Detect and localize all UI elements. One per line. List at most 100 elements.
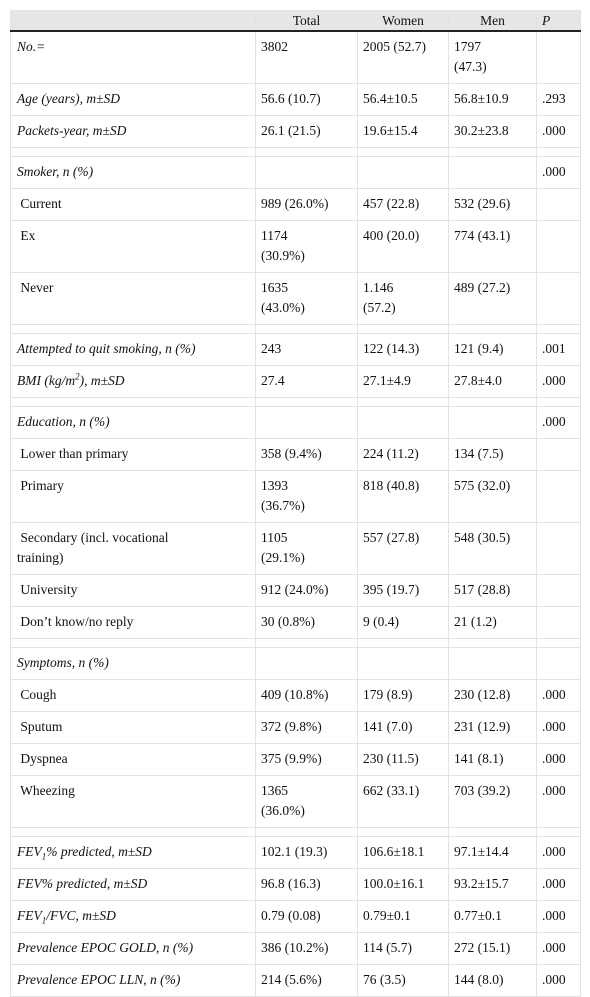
value-cell: 1365 (36.0%) <box>255 775 358 828</box>
value-cell: .000 <box>536 964 581 997</box>
label-text: University <box>17 582 78 597</box>
cell-text: (29.1%) <box>261 550 305 565</box>
value-cell <box>536 470 581 523</box>
spacer-cell <box>357 638 449 648</box>
cell-text: .000 <box>542 876 566 891</box>
value-cell: .000 <box>536 365 581 398</box>
cell-text: 1174 <box>261 228 288 243</box>
value-cell: 27.1±4.9 <box>357 365 449 398</box>
cell-text: (47.3) <box>454 59 487 74</box>
label-text: Smoker, n (%) <box>17 164 94 179</box>
value-cell: 27.8±4.0 <box>448 365 537 398</box>
cell-text: .001 <box>542 341 566 356</box>
value-cell: 1393 (36.7%) <box>255 470 358 523</box>
cell-text: 93.2±15.7 <box>454 876 509 891</box>
label-text: 2 <box>75 371 80 382</box>
row-label: Ex <box>10 220 256 273</box>
value-cell: 214 (5.6%) <box>255 964 358 997</box>
cell-text: 409 (10.8%) <box>261 687 329 702</box>
value-cell: 30 (0.8%) <box>255 606 358 639</box>
value-cell: .000 <box>536 836 581 869</box>
value-cell: .000 <box>536 775 581 828</box>
value-cell: 121 (9.4) <box>448 333 537 366</box>
row-label: Prevalence EPOC LLN, n (%) <box>10 964 256 997</box>
cell-text: 214 (5.6%) <box>261 972 322 987</box>
cell-text: 358 (9.4%) <box>261 446 322 461</box>
table-row: No.= 3802 2005 (52.7) 1797 (47.3) <box>10 30 581 84</box>
spacer-cell <box>536 324 581 334</box>
label-text: FEV <box>17 844 42 859</box>
value-cell: .001 <box>536 333 581 366</box>
cell-text: 548 (30.5) <box>454 530 511 545</box>
header-row: Total Women Men P <box>10 10 581 32</box>
cell-text: 243 <box>261 341 282 356</box>
table-row: FEV1% predicted, m±SD 102.1 (19.3) 106.6±1… <box>10 836 581 869</box>
cell-text: 272 (15.1) <box>454 940 511 955</box>
label-text: FEV <box>17 908 42 923</box>
cell-text: .000 <box>542 908 566 923</box>
row-label: Secondary (incl. vocational training) <box>10 522 256 575</box>
table-row: Symptoms, n (%) <box>10 647 581 680</box>
cell-text: 114 (5.7) <box>363 940 412 955</box>
label-text: Never <box>17 280 54 295</box>
spacer-row <box>10 827 581 837</box>
cell-text: .000 <box>542 972 566 987</box>
value-cell: 134 (7.5) <box>448 438 537 471</box>
cell-text: 56.8±10.9 <box>454 91 509 106</box>
row-label: FEV% predicted, m±SD <box>10 868 256 901</box>
cell-text: 56.6 (10.7) <box>261 91 321 106</box>
cell-text: (43.0%) <box>261 300 305 315</box>
cell-text: (36.7%) <box>261 498 305 513</box>
value-cell: 517 (28.8) <box>448 574 537 607</box>
value-cell <box>536 438 581 471</box>
cell-text: 3802 <box>261 39 288 54</box>
value-cell: 26.1 (21.5) <box>255 115 358 148</box>
cell-text: .000 <box>542 844 566 859</box>
cell-text: 375 (9.9%) <box>261 751 322 766</box>
value-cell <box>448 647 537 680</box>
spacer-cell <box>448 147 537 157</box>
value-cell: 989 (26.0%) <box>255 188 358 221</box>
value-cell: .000 <box>536 900 581 933</box>
cell-text: 230 (11.5) <box>363 751 419 766</box>
row-label: Primary <box>10 470 256 523</box>
value-cell <box>448 156 537 189</box>
spacer-cell <box>10 397 256 407</box>
table-row: Packets-year, m±SD 26.1 (21.5) 19.6±15.4 30… <box>10 115 581 148</box>
cell-text: 0.79 (0.08) <box>261 908 321 923</box>
value-cell: 489 (27.2) <box>448 272 537 325</box>
label-text: Prevalence EPOC GOLD, n (%) <box>17 940 194 955</box>
table-row: Current 989 (26.0%) 457 (22.8) 532 (29.6) <box>10 188 581 221</box>
value-cell: .000 <box>536 743 581 776</box>
cell-text: 372 (9.8%) <box>261 719 322 734</box>
cell-text: 457 (22.8) <box>363 196 420 211</box>
spacer-cell <box>10 638 256 648</box>
spacer-row <box>10 397 581 407</box>
value-cell: 1797 (47.3) <box>448 30 537 84</box>
value-cell: 358 (9.4%) <box>255 438 358 471</box>
row-label: FEV1/FVC, m±SD <box>10 900 256 933</box>
cell-text: 224 (11.2) <box>363 446 419 461</box>
table-row: FEV1/FVC, m±SD 0.79 (0.08) 0.79±0.1 0.77±0.… <box>10 900 581 933</box>
cell-text: 179 (8.9) <box>363 687 413 702</box>
header-text: Total <box>292 13 321 28</box>
cell-text: (36.0%) <box>261 803 305 818</box>
table-row: Wheezing 1365 (36.0%) 662 (33.1) 703 (39.2).… <box>10 775 581 828</box>
spacer-cell <box>10 827 256 837</box>
cell-text: 56.4±10.5 <box>363 91 418 106</box>
cell-text: 517 (28.8) <box>454 582 511 597</box>
value-cell: 395 (19.7) <box>357 574 449 607</box>
value-cell: 0.79±0.1 <box>357 900 449 933</box>
spacer-cell <box>357 147 449 157</box>
label-text: /FVC, m±SD <box>46 908 116 923</box>
label-text: Current <box>17 196 62 211</box>
cell-text: 141 (8.1) <box>454 751 504 766</box>
cell-text: 489 (27.2) <box>454 280 511 295</box>
label-text: Education, n (%) <box>17 414 110 429</box>
row-label: University <box>10 574 256 607</box>
label-text: Secondary (incl. vocational <box>17 530 169 545</box>
value-cell: 386 (10.2%) <box>255 932 358 965</box>
label-text: Symptoms, n (%) <box>17 655 109 670</box>
spacer-cell <box>255 324 358 334</box>
value-cell: 912 (24.0%) <box>255 574 358 607</box>
